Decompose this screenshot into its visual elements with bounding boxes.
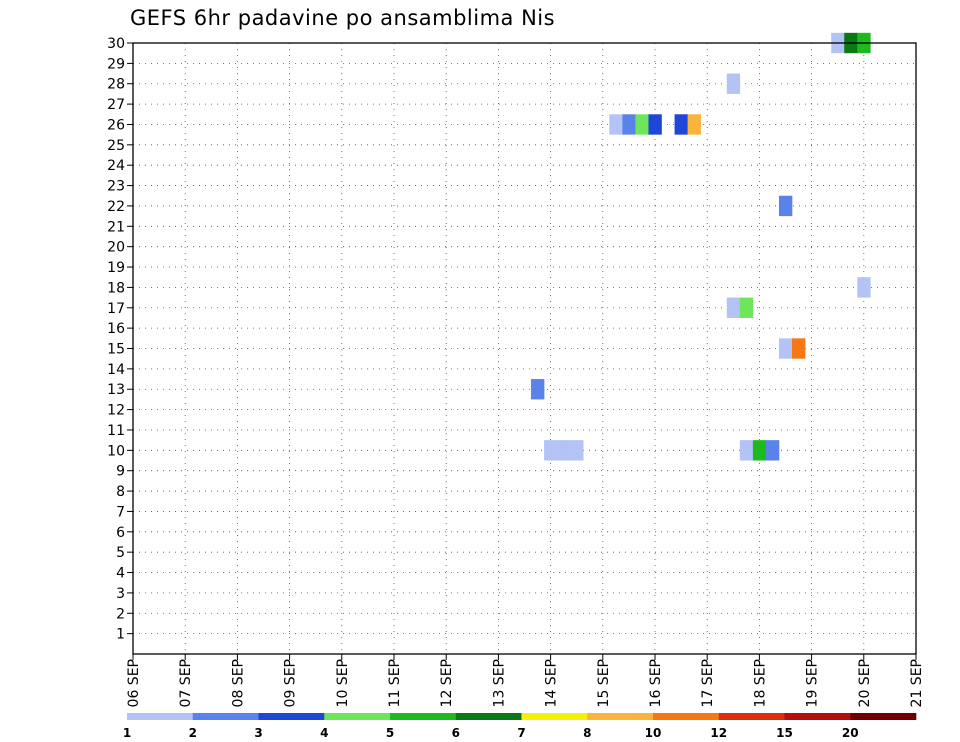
x-tick-label: 14 SEP bbox=[544, 659, 560, 707]
y-tick-label: 30 bbox=[107, 36, 125, 52]
x-tick-label: 17 SEP bbox=[700, 659, 716, 707]
precipitation-cells bbox=[531, 32, 871, 461]
legend-swatch bbox=[258, 713, 325, 720]
y-tick-label: 4 bbox=[116, 566, 125, 582]
x-tick-label: 15 SEP bbox=[596, 659, 612, 707]
x-tick-label: 10 SEP bbox=[335, 659, 351, 707]
precip-cell bbox=[622, 114, 636, 135]
legend-label: 4 bbox=[320, 726, 328, 740]
legend-label: 12 bbox=[710, 726, 727, 740]
legend-swatch bbox=[390, 713, 457, 720]
y-tick-label: 28 bbox=[107, 77, 125, 93]
legend-swatch bbox=[127, 713, 194, 720]
precip-cell bbox=[752, 440, 767, 461]
legend-label: 5 bbox=[386, 726, 394, 740]
y-tick-label: 15 bbox=[107, 342, 125, 358]
legend-swatch bbox=[521, 713, 588, 720]
legend-label: 2 bbox=[189, 726, 197, 740]
y-tick-label: 23 bbox=[107, 179, 125, 195]
legend-swatch bbox=[324, 713, 391, 720]
precip-cell bbox=[648, 114, 662, 135]
legend-swatch bbox=[653, 713, 720, 720]
legend-swatch bbox=[850, 713, 917, 720]
precip-cell bbox=[726, 73, 741, 94]
legend-swatch bbox=[587, 713, 654, 720]
x-tick-label: 06 SEP bbox=[126, 659, 142, 707]
y-tick-label: 29 bbox=[107, 56, 125, 72]
y-axis: 1234567891011121314151617181920212223242… bbox=[107, 36, 133, 643]
precip-cell bbox=[739, 440, 754, 461]
legend-label: 7 bbox=[517, 726, 525, 740]
legend-swatch bbox=[718, 713, 785, 720]
y-tick-label: 5 bbox=[116, 545, 125, 561]
x-tick-label: 07 SEP bbox=[178, 659, 194, 707]
y-tick-label: 2 bbox=[116, 606, 125, 622]
precip-cell bbox=[531, 379, 545, 400]
legend-label: 1 bbox=[123, 726, 131, 740]
y-tick-label: 1 bbox=[116, 627, 125, 643]
y-tick-label: 10 bbox=[107, 443, 125, 459]
y-tick-label: 11 bbox=[107, 423, 125, 439]
legend-label: 6 bbox=[452, 726, 460, 740]
y-tick-label: 14 bbox=[107, 362, 125, 378]
x-tick-label: 13 SEP bbox=[491, 659, 507, 707]
legend-label: 3 bbox=[254, 726, 262, 740]
y-tick-label: 7 bbox=[116, 504, 125, 520]
precip-cell bbox=[765, 440, 780, 461]
precip-cell bbox=[687, 114, 701, 135]
x-tick-label: 20 SEP bbox=[857, 659, 873, 707]
precip-cell bbox=[778, 338, 793, 359]
y-tick-label: 13 bbox=[107, 382, 125, 398]
y-tick-label: 24 bbox=[107, 158, 125, 174]
legend-label: 15 bbox=[776, 726, 793, 740]
x-tick-label: 09 SEP bbox=[283, 659, 299, 707]
precip-cell bbox=[635, 114, 649, 135]
precip-cell bbox=[674, 114, 688, 135]
y-tick-label: 8 bbox=[116, 484, 125, 500]
y-tick-label: 9 bbox=[116, 464, 125, 480]
legend-label: 8 bbox=[583, 726, 591, 740]
y-tick-label: 3 bbox=[116, 586, 125, 602]
precip-cell bbox=[726, 297, 741, 318]
y-tick-label: 6 bbox=[116, 525, 125, 541]
y-tick-label: 20 bbox=[107, 240, 125, 256]
precip-cell bbox=[609, 114, 623, 135]
y-tick-label: 21 bbox=[107, 219, 125, 235]
x-tick-label: 16 SEP bbox=[648, 659, 664, 707]
precip-cell bbox=[557, 440, 571, 461]
x-tick-label: 21 SEP bbox=[909, 659, 925, 707]
x-tick-label: 18 SEP bbox=[752, 659, 768, 707]
y-tick-label: 16 bbox=[107, 321, 125, 337]
precip-cell bbox=[857, 277, 871, 298]
y-tick-label: 25 bbox=[107, 138, 125, 154]
y-tick-label: 18 bbox=[107, 280, 125, 296]
x-axis: 06 SEP 07 SEP 08 SEP 09 SEP 10 SEP 11 SEP 12 S… bbox=[126, 654, 925, 707]
color-legend: 1 2 3 4 5 6 7 8 10 12 15 20 bbox=[123, 713, 917, 740]
legend-swatch bbox=[192, 713, 259, 720]
precip-cell bbox=[570, 440, 584, 461]
y-tick-label: 27 bbox=[107, 97, 125, 113]
y-tick-label: 26 bbox=[107, 117, 125, 133]
y-tick-label: 19 bbox=[107, 260, 125, 276]
precip-cell bbox=[739, 297, 754, 318]
y-tick-label: 22 bbox=[107, 199, 125, 215]
legend-label: 10 bbox=[645, 726, 662, 740]
y-tick-label: 12 bbox=[107, 403, 125, 419]
legend-swatch bbox=[784, 713, 851, 720]
x-tick-label: 19 SEP bbox=[805, 659, 821, 707]
legend-label: 20 bbox=[842, 726, 859, 740]
legend-swatch bbox=[455, 713, 522, 720]
precip-cell bbox=[778, 195, 793, 217]
chart-title: GEFS 6hr padavine po ansamblima Nis bbox=[130, 6, 556, 30]
x-tick-label: 12 SEP bbox=[439, 659, 455, 707]
x-tick-label: 11 SEP bbox=[387, 659, 403, 707]
precip-cell bbox=[544, 440, 558, 461]
x-tick-label: 08 SEP bbox=[230, 659, 246, 707]
y-tick-label: 17 bbox=[107, 301, 125, 317]
precip-cell bbox=[792, 338, 806, 359]
